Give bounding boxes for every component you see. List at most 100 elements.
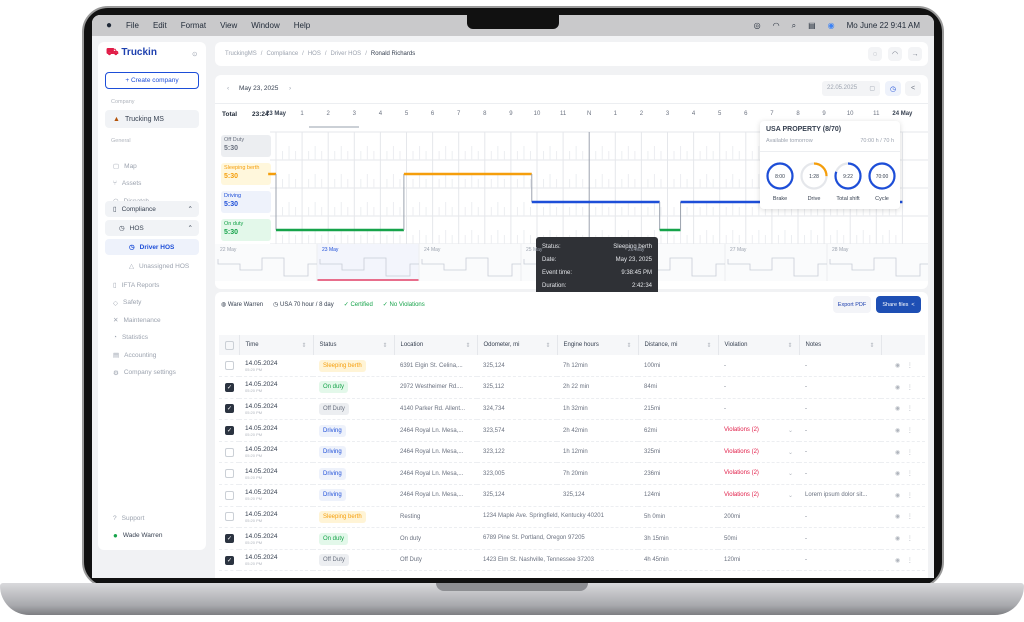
sort-icon[interactable]: ⇕ [545, 342, 551, 349]
menu-item[interactable]: File [126, 21, 139, 30]
eye-icon[interactable]: ◉ [895, 406, 901, 413]
logout-icon[interactable]: → [908, 47, 922, 61]
control-center-icon[interactable]: ▤ [808, 21, 816, 30]
collapse-sidebar-icon[interactable]: ⊙ [192, 51, 198, 58]
sidebar-item-ifta-reports[interactable]: ▯ IFTA Reports [105, 277, 199, 293]
create-company-button[interactable]: + Create company [105, 72, 199, 89]
chevron-down-icon[interactable]: ⌄ [787, 449, 793, 456]
sidebar-item-hos[interactable]: ◷ HOS ⌃ [105, 220, 199, 236]
driver-filter[interactable]: ◍ Ware Warren [221, 302, 264, 308]
table-row[interactable]: 14.05.2024 05:20 PM Driving 2464 Royal Ln. … [219, 462, 925, 486]
bell-icon[interactable]: ◠ [888, 47, 902, 61]
breadcrumb-link[interactable]: Driver HOS [330, 51, 362, 57]
eye-icon[interactable]: ◉ [895, 536, 901, 543]
checkbox[interactable]: ✓ [225, 426, 234, 436]
date-input[interactable]: 22.05.2025 ▢ [822, 81, 880, 96]
checkbox[interactable] [225, 447, 234, 457]
violation-cell[interactable]: Violations (2) ⌄ [718, 419, 799, 442]
next-date-button[interactable]: › [289, 85, 292, 92]
more-icon[interactable]: ⋮ [906, 536, 913, 543]
eye-icon[interactable]: ◉ [895, 557, 901, 564]
checkbox[interactable]: ✓ [225, 382, 234, 392]
table-row[interactable]: 14.05.2024 05:20 PM Driving 2464 Royal Ln. … [219, 441, 925, 464]
sort-icon[interactable]: ⇕ [465, 342, 471, 349]
company-selector[interactable]: ▲ Trucking MS [105, 110, 199, 128]
row-checkbox[interactable]: ✓ [219, 398, 239, 421]
siri-icon[interactable]: ◉ [827, 21, 835, 30]
checkbox[interactable]: ✓ [225, 555, 234, 565]
table-row[interactable]: ✓ 14.05.2024 05:20 PM Off Duty 4140 Parker R… [219, 398, 925, 421]
violation-cell[interactable]: Violations (2) ⌄ [718, 462, 799, 486]
sidebar-item-accounting[interactable]: ▤ Accounting [105, 347, 199, 363]
column-header[interactable]: Engine hours ⇕ [557, 335, 639, 355]
eye-icon[interactable]: ◉ [895, 514, 901, 521]
column-header[interactable]: Time ⇕ [239, 335, 314, 355]
sidebar-item-map[interactable]: ▢ Map [105, 158, 199, 174]
chevron-down-icon[interactable]: ⌄ [787, 492, 793, 499]
eye-icon[interactable]: ◉ [895, 428, 901, 435]
row-checkbox[interactable]: ✓ [219, 419, 239, 442]
sidebar-item-support[interactable]: ? Support [105, 510, 199, 526]
menu-item[interactable]: Format [180, 21, 207, 30]
menu-item[interactable]: Window [251, 21, 280, 30]
chat-icon[interactable]: ◌ [868, 47, 882, 61]
chevron-down-icon[interactable]: ⌄ [787, 471, 793, 478]
search-icon[interactable]: ⌕ [791, 20, 797, 30]
more-icon[interactable]: ⋮ [906, 363, 913, 370]
table-row[interactable]: 14.05.2024 05:20 PM Driving 2464 Royal Ln. … [219, 484, 925, 507]
checkbox[interactable] [225, 361, 234, 371]
vpn-icon[interactable]: ◎ [753, 21, 761, 30]
eye-icon[interactable]: ◉ [895, 449, 901, 456]
sort-icon[interactable]: ⇕ [787, 342, 793, 349]
wifi-icon[interactable]: ◠ [772, 21, 780, 30]
sidebar-item-unassigned-hos[interactable]: △ Unassigned HOS [105, 258, 199, 274]
overview-selection[interactable] [317, 244, 419, 281]
eye-icon[interactable]: ◉ [895, 384, 901, 391]
row-checkbox[interactable]: ✓ [219, 549, 239, 572]
sidebar-item-statistics[interactable]: ◔ Statistics [105, 330, 199, 346]
sidebar-item-compliance[interactable]: ▯ Compliance ⌃ [105, 201, 199, 217]
more-icon[interactable]: ⋮ [906, 384, 913, 391]
checkbox[interactable]: ✓ [225, 404, 234, 414]
table-row[interactable]: 14.05.2024 05:20 PM Sleeping berth Resting 1… [219, 506, 925, 529]
sort-icon[interactable]: ⇕ [382, 342, 388, 349]
sidebar-item-maintenance[interactable]: ✕ Maintenance [105, 312, 199, 328]
sidebar-item-driver-hos[interactable]: ◷ Driver HOS [105, 239, 199, 255]
user-profile[interactable]: ● Wade Warren [105, 527, 199, 543]
row-checkbox[interactable] [219, 441, 239, 464]
sort-icon[interactable]: ⇕ [706, 342, 712, 349]
row-checkbox[interactable] [219, 506, 239, 529]
checkbox[interactable] [225, 490, 234, 500]
eye-icon[interactable]: ◉ [895, 471, 901, 478]
row-checkbox[interactable] [219, 462, 239, 486]
eye-icon[interactable]: ◉ [895, 363, 901, 370]
share-files-button[interactable]: Share files < [876, 296, 921, 313]
select-all-checkbox[interactable] [219, 335, 240, 355]
table-row[interactable]: 14.05.2024 05:20 PM Sleeping berth 6391 Elg… [219, 355, 925, 378]
scroll-thumb[interactable] [309, 126, 359, 128]
share-button[interactable]: < [905, 81, 921, 96]
table-row[interactable]: ✓ 14.05.2024 05:20 PM Driving 2464 Royal Ln.… [219, 419, 925, 442]
table-row[interactable]: ✓ 14.05.2024 05:20 PM On duty On duty 6789 Pi… [219, 527, 925, 550]
row-checkbox[interactable]: ✓ [219, 376, 239, 399]
more-icon[interactable]: ⋮ [906, 557, 913, 564]
column-header[interactable]: Distance, mi ⇕ [638, 335, 719, 355]
export-pdf-button[interactable]: Export PDF [833, 296, 871, 313]
row-checkbox[interactable]: ✓ [219, 527, 239, 550]
more-icon[interactable]: ⋮ [906, 406, 913, 413]
more-icon[interactable]: ⋮ [906, 449, 913, 456]
sort-icon[interactable]: ⇕ [869, 342, 875, 349]
checkbox[interactable] [225, 512, 234, 522]
checkbox[interactable] [225, 469, 234, 479]
more-icon[interactable]: ⋮ [906, 428, 913, 435]
apple-icon[interactable]: ● [106, 20, 113, 31]
sidebar-item-company-settings[interactable]: ⚙ Company settings [105, 365, 199, 381]
menu-item[interactable]: Help [293, 21, 311, 30]
column-header[interactable]: Notes ⇕ [799, 335, 882, 355]
sidebar-item-safety[interactable]: ◇ Safety [105, 295, 199, 311]
row-checkbox[interactable] [219, 484, 239, 507]
column-header[interactable]: Odometer, mi ⇕ [477, 335, 558, 355]
table-row[interactable]: ✓ 14.05.2024 05:20 PM Off Duty Off Duty 1423 … [219, 549, 925, 572]
sort-icon[interactable]: ⇕ [301, 342, 307, 349]
breadcrumb-link[interactable]: TruckingMS [225, 51, 257, 57]
